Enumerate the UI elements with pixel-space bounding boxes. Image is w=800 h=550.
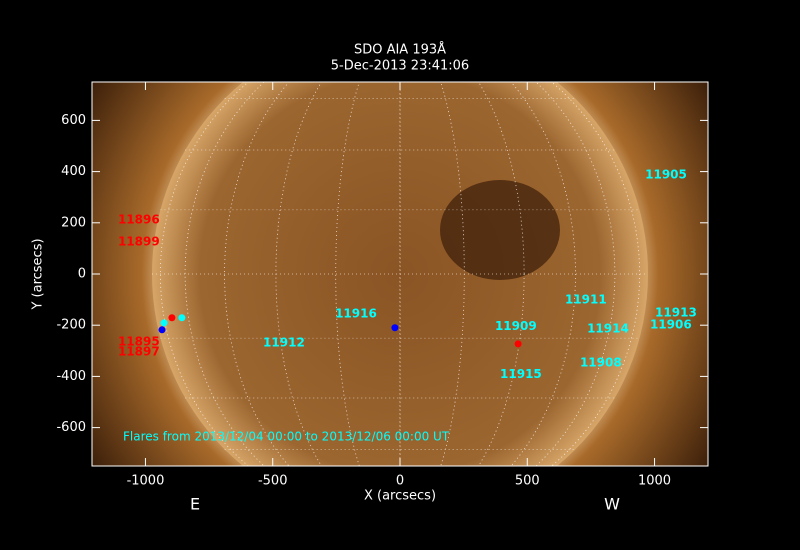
y-tick-label: -200 [56,318,86,333]
flare-point [514,340,522,348]
y-tick-label: -600 [56,420,86,435]
x-tick-label: -500 [258,474,288,489]
region-label: 11896 [118,213,160,227]
longitude-line [160,82,640,466]
longitude-line [184,82,616,466]
x-tick-label: 0 [396,474,404,489]
y-tick-label: 400 [61,164,86,179]
region-label: 11909 [495,319,537,333]
flare-point [178,314,186,322]
region-label: 11897 [118,344,160,358]
x-tick-label: 1000 [638,474,671,489]
y-axis-label: Y (arcsecs) [31,238,46,310]
region-label: 11895 [118,334,160,348]
region-label: 11912 [263,335,305,349]
region-label: 11914 [587,321,629,335]
solar-image [92,82,708,466]
region-label: 11906 [650,317,692,331]
flare-point [168,314,176,322]
region-label: 11908 [580,355,622,369]
region-label: 11916 [335,306,377,320]
y-tick-label: 0 [78,267,86,282]
east-label: E [190,495,200,514]
flare-point [391,324,399,332]
west-label: W [604,495,620,514]
chart-title: SDO AIA 193Å [354,42,446,58]
longitude-line [224,82,576,466]
region-label: 11899 [118,235,160,249]
x-axis-label: X (arcsecs) [364,489,436,504]
x-tick-label: 500 [515,474,540,489]
y-tick-label: 600 [61,113,86,128]
region-label: 11911 [565,292,607,306]
flare-point [160,319,168,327]
region-label: 11915 [500,367,542,381]
x-tick-label: -1000 [127,474,165,489]
y-tick-label: 200 [61,215,86,230]
footnote: Flares from 2013/12/04 00:00 to 2013/12/… [123,430,450,444]
chart-subtitle: 5-Dec-2013 23:41:06 [331,59,469,74]
y-tick-label: -400 [56,369,86,384]
flare-point [158,326,166,334]
region-label: 11905 [645,168,687,182]
region-label: 11913 [655,305,697,319]
